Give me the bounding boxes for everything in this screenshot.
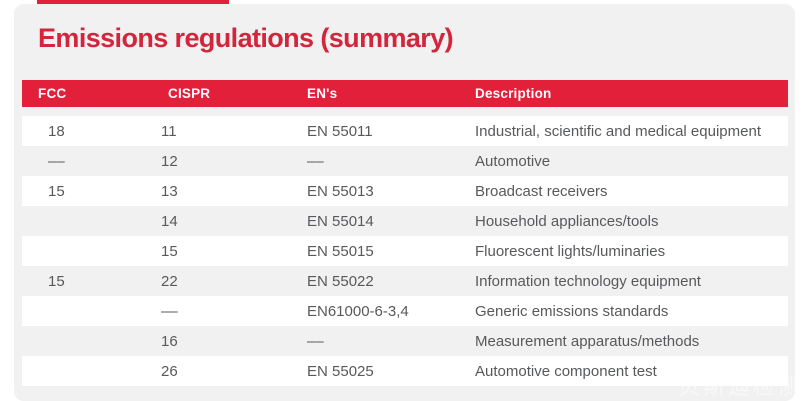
cell-description: Generic emissions standards (475, 302, 669, 320)
cell-fcc: 15 (48, 272, 65, 290)
table-row: 26 EN 55025 Automotive component test (22, 356, 788, 386)
header-cell-ens: EN's (307, 86, 338, 101)
table-row: 15 EN 55015 Fluorescent lights/luminarie… (22, 236, 788, 266)
emissions-table: FCC CISPR EN's Description 18 11 EN 5501… (22, 80, 788, 386)
cell-en: –– (307, 152, 324, 170)
cell-cispr: 26 (161, 362, 178, 380)
cell-cispr: 13 (161, 182, 178, 200)
cell-description: Measurement apparatus/methods (475, 332, 700, 350)
cell-fcc: –– (48, 152, 65, 170)
header-cell-description: Description (475, 86, 552, 101)
table-row: 15 13 EN 55013 Broadcast receivers (22, 176, 788, 206)
table-row: 14 EN 55014 Household appliances/tools (22, 206, 788, 236)
cell-description: Automotive (475, 152, 551, 170)
table-row: –– 12 –– Automotive (22, 146, 788, 176)
cell-description: Automotive component test (475, 362, 657, 380)
table-row: 16 –– Measurement apparatus/methods (22, 326, 788, 356)
cell-description: Household appliances/tools (475, 212, 659, 230)
cell-description: Industrial, scientific and medical equip… (475, 122, 761, 140)
summary-card: Emissions regulations (summary) FCC CISP… (14, 4, 795, 401)
cell-description: Fluorescent lights/luminaries (475, 242, 666, 260)
cell-cispr: 14 (161, 212, 178, 230)
cell-cispr: 12 (161, 152, 178, 170)
cell-en: EN 55011 (307, 122, 373, 140)
cell-en: EN 55014 (307, 212, 374, 230)
header-cell-cispr: CISPR (168, 86, 211, 101)
cell-en: EN 55025 (307, 362, 374, 380)
cell-en: EN61000-6-3,4 (307, 302, 409, 320)
cell-en: EN 55015 (307, 242, 374, 260)
cell-en: –– (307, 332, 324, 350)
cell-cispr: 16 (161, 332, 178, 350)
top-red-strip (37, 0, 229, 7)
cell-fcc: 15 (48, 182, 65, 200)
cell-cispr: 15 (161, 242, 178, 260)
table-row: 18 11 EN 55011 Industrial, scientific an… (22, 116, 788, 146)
page-title: Emissions regulations (summary) (38, 22, 454, 53)
cell-cispr: 11 (161, 122, 177, 140)
cell-en: EN 55022 (307, 272, 374, 290)
cell-description: Information technology equipment (475, 272, 701, 290)
table-body: 18 11 EN 55011 Industrial, scientific an… (22, 116, 788, 386)
table-row: –– EN61000-6-3,4 Generic emissions stand… (22, 296, 788, 326)
cell-en: EN 55013 (307, 182, 374, 200)
cell-cispr: 22 (161, 272, 178, 290)
cell-fcc: 18 (48, 122, 65, 140)
cell-cispr: –– (161, 302, 178, 320)
header-cell-fcc: FCC (38, 86, 67, 101)
cell-description: Broadcast receivers (475, 182, 608, 200)
table-header-row: FCC CISPR EN's Description (22, 80, 788, 107)
table-row: 15 22 EN 55022 Information technology eq… (22, 266, 788, 296)
